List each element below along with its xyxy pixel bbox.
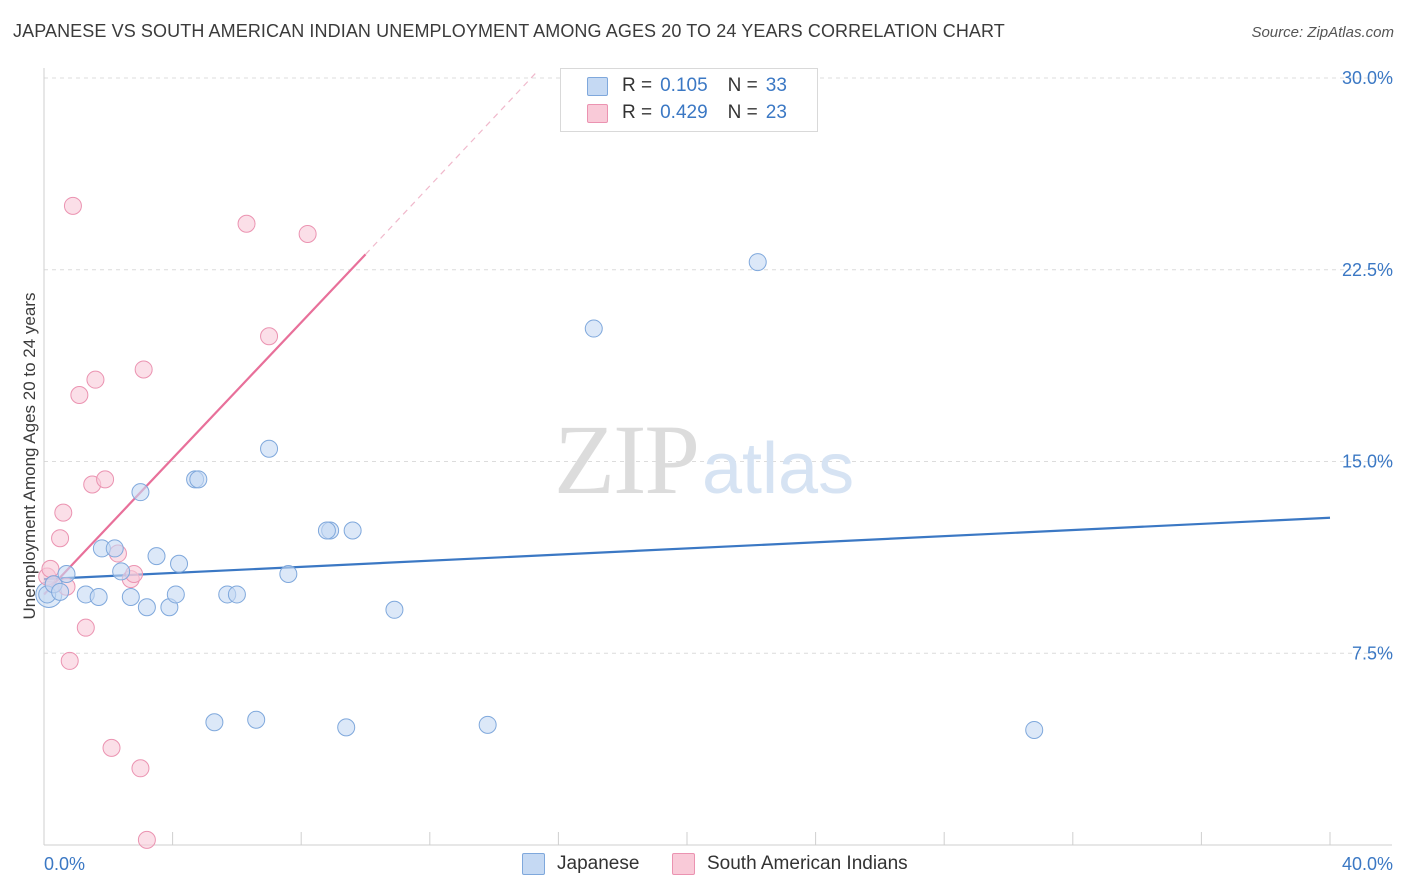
legend-label-japanese: Japanese <box>557 853 640 874</box>
data-point-japanese <box>343 521 362 540</box>
data-point-japanese <box>57 564 76 583</box>
legend-r-value: 0.105 <box>660 75 708 96</box>
axes <box>43 68 1392 846</box>
data-point-south-american-indians <box>260 327 279 346</box>
watermark-atlas: atlas <box>702 429 855 509</box>
trend-line-japanese <box>43 516 1331 581</box>
data-point-japanese <box>112 562 131 581</box>
y-axis-label: Unemployment Among Ages 20 to 24 years <box>20 292 39 620</box>
data-point-south-american-indians <box>96 470 115 489</box>
data-point-japanese <box>1025 720 1044 739</box>
x-tick-label: 0.0% <box>44 854 85 874</box>
data-point-south-american-indians <box>134 360 153 379</box>
bottom-legend-south-american-indians[interactable]: South American Indians <box>672 851 908 877</box>
data-point-japanese <box>137 598 156 617</box>
data-point-japanese <box>385 600 404 619</box>
correlation-legend: R = 0.105 N = 33 R = 0.429 N = 23 <box>560 68 818 132</box>
data-point-south-american-indians <box>86 370 105 389</box>
data-point-japanese <box>105 539 124 558</box>
data-point-japanese <box>205 713 224 732</box>
trend-lines <box>43 72 1331 596</box>
data-point-south-american-indians <box>131 759 150 778</box>
legend-n-label: N = <box>727 102 758 123</box>
data-point-south-american-indians <box>60 651 79 670</box>
legend-row-japanese: R = 0.105 N = 33 <box>587 74 787 98</box>
data-point-japanese <box>748 253 767 272</box>
data-point-south-american-indians <box>137 830 156 849</box>
legend-n-label: N = <box>727 75 758 96</box>
data-points <box>35 196 1044 849</box>
gridlines <box>44 77 1392 654</box>
data-point-south-american-indians <box>298 224 317 243</box>
trend-line-south-american-indians <box>43 253 367 596</box>
legend-swatch-japanese <box>522 853 545 875</box>
watermark: ZIPatlas <box>554 402 854 517</box>
chart-title: JAPANESE VS SOUTH AMERICAN INDIAN UNEMPL… <box>13 21 1005 41</box>
watermark-zip: ZIP <box>554 404 700 515</box>
y-tick-label: 15.0% <box>1342 452 1393 472</box>
legend-swatch-japanese <box>587 76 608 96</box>
y-tick-label: 30.0% <box>1342 68 1393 88</box>
y-tick-label: 7.5% <box>1352 643 1393 663</box>
data-point-japanese <box>478 715 497 734</box>
data-point-japanese <box>247 710 266 729</box>
bottom-legend-japanese[interactable]: Japanese <box>522 851 639 877</box>
data-point-japanese <box>337 718 356 737</box>
data-point-south-american-indians <box>63 196 82 215</box>
data-point-south-american-indians <box>76 618 95 637</box>
data-point-japanese <box>51 582 70 601</box>
data-point-japanese <box>170 554 189 573</box>
data-point-south-american-indians <box>102 738 121 757</box>
legend-r-value: 0.429 <box>660 102 708 123</box>
data-point-south-american-indians <box>51 529 70 548</box>
legend-swatch-south-american-indians <box>672 853 695 875</box>
data-point-japanese <box>227 585 246 604</box>
data-point-japanese <box>166 585 185 604</box>
data-point-japanese <box>121 588 140 607</box>
legend-swatch-south-american-indians <box>587 103 608 123</box>
x-tick-label: 40.0% <box>1342 854 1393 874</box>
data-point-south-american-indians <box>70 386 89 405</box>
trend-line-extension-south-american-indians <box>365 72 537 255</box>
legend-r-label: R = <box>622 102 653 123</box>
data-point-japanese <box>131 483 150 502</box>
data-point-japanese <box>279 564 298 583</box>
data-point-japanese <box>89 588 108 607</box>
data-point-japanese <box>147 547 166 566</box>
data-point-japanese <box>584 319 603 338</box>
data-point-south-american-indians <box>237 214 256 233</box>
legend-label-south-american-indians: South American Indians <box>707 853 908 874</box>
data-point-japanese <box>317 521 336 540</box>
data-point-south-american-indians <box>54 503 73 522</box>
data-point-japanese <box>260 439 279 458</box>
legend-n-value: 23 <box>765 102 787 123</box>
data-point-south-american-indians <box>41 559 60 578</box>
legend-n-value: 33 <box>765 75 787 96</box>
legend-r-label: R = <box>622 75 653 96</box>
y-tick-label: 22.5% <box>1342 260 1393 280</box>
legend-row-south-american-indians: R = 0.429 N = 23 <box>587 101 787 125</box>
data-point-japanese <box>189 470 208 489</box>
source-label: Source: ZipAtlas.com <box>1251 24 1394 41</box>
tick-labels: 7.5% 15.0% 22.5% 30.0% 0.0% 40.0% <box>44 68 1393 874</box>
